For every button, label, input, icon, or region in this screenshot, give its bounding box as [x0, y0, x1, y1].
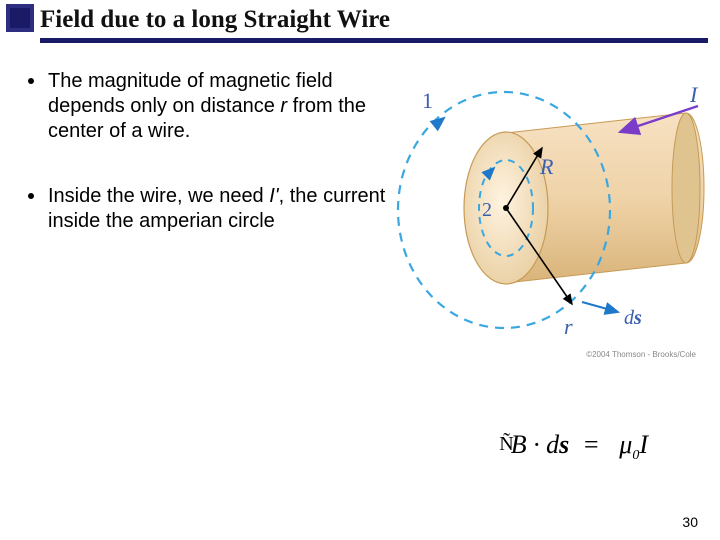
label-r: r	[564, 314, 573, 339]
bullet-dot-icon	[28, 193, 34, 199]
eq-I: I	[639, 430, 648, 459]
header-accent-box	[6, 4, 34, 32]
integral-symbol-icon	[499, 430, 510, 459]
label-2: 2	[482, 199, 492, 221]
eq-ds: ds	[546, 430, 569, 459]
bullet-dot-icon	[28, 78, 34, 84]
eq-B: B	[511, 430, 527, 459]
page-number: 30	[682, 514, 698, 530]
eq-dot: ·	[533, 430, 540, 459]
slide-title: Field due to a long Straight Wire	[40, 0, 720, 38]
header: Field due to a long Straight Wire	[0, 0, 720, 43]
eq-mu: μ	[619, 430, 632, 459]
wire-far-cap	[672, 113, 700, 263]
ds-vector	[582, 302, 618, 312]
bullet-pre: Inside the wire, we need	[48, 185, 269, 207]
wire-diagram: 1 2 R r I ds	[386, 78, 706, 358]
label-R: R	[539, 154, 554, 179]
bullet-text: The magnitude of magnetic field depends …	[48, 69, 388, 144]
bullet-item: Inside the wire, we need I', the current…	[28, 184, 388, 234]
bullet-em: I'	[269, 185, 278, 207]
bullet-item: The magnitude of magnetic field depends …	[28, 69, 388, 144]
label-ds: ds	[624, 307, 642, 329]
figure-credit: ©2004 Thomson - Brooks/Cole	[586, 350, 696, 359]
title-wrap: Field due to a long Straight Wire	[40, 0, 720, 43]
label-1: 1	[422, 88, 433, 113]
bullet-text: Inside the wire, we need I', the current…	[48, 184, 388, 234]
label-I: I	[689, 82, 699, 107]
amperes-law-equation: B · ds = μ0I	[499, 430, 648, 464]
eq-equals: =	[582, 430, 600, 459]
